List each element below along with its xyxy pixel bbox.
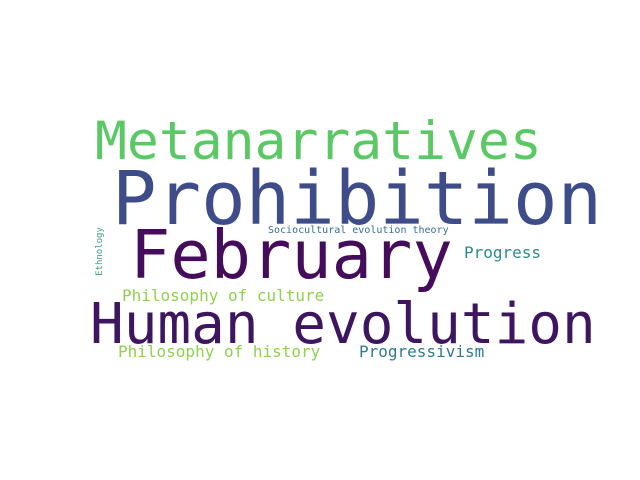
word-progressivism: Progressivism [359,344,484,360]
word-sociocultural-evolution-theory: Sociocultural evolution theory [268,226,449,236]
word-philosophy-of-history: Philosophy of history [118,344,320,360]
word-progress: Progress [464,245,541,261]
word-philosophy-of-culture: Philosophy of culture [122,288,324,304]
word-ethnology: Ethnology [96,227,105,276]
